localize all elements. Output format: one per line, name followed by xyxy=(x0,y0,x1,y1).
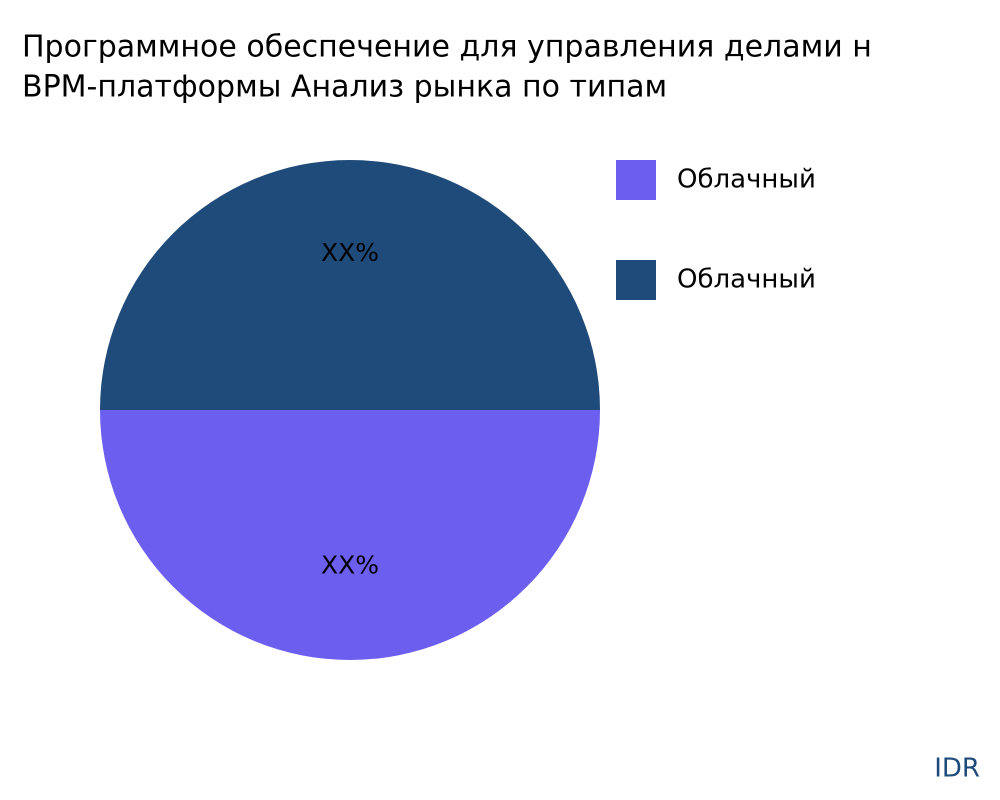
pie-slice xyxy=(100,160,600,410)
legend-swatch xyxy=(616,160,656,200)
legend-swatch xyxy=(616,260,656,300)
slice-label: XX% xyxy=(321,550,379,579)
chart-title: BPM-платформы Анализ рынка по типам xyxy=(22,70,667,105)
slice-label: XX% xyxy=(321,238,379,267)
chart-title: Программное обеспечение для управления д… xyxy=(22,30,872,65)
legend-label: Облачный xyxy=(677,265,816,295)
pie-slice xyxy=(100,410,600,660)
legend-label: Облачный xyxy=(677,165,816,195)
watermark: IDR xyxy=(934,754,980,784)
